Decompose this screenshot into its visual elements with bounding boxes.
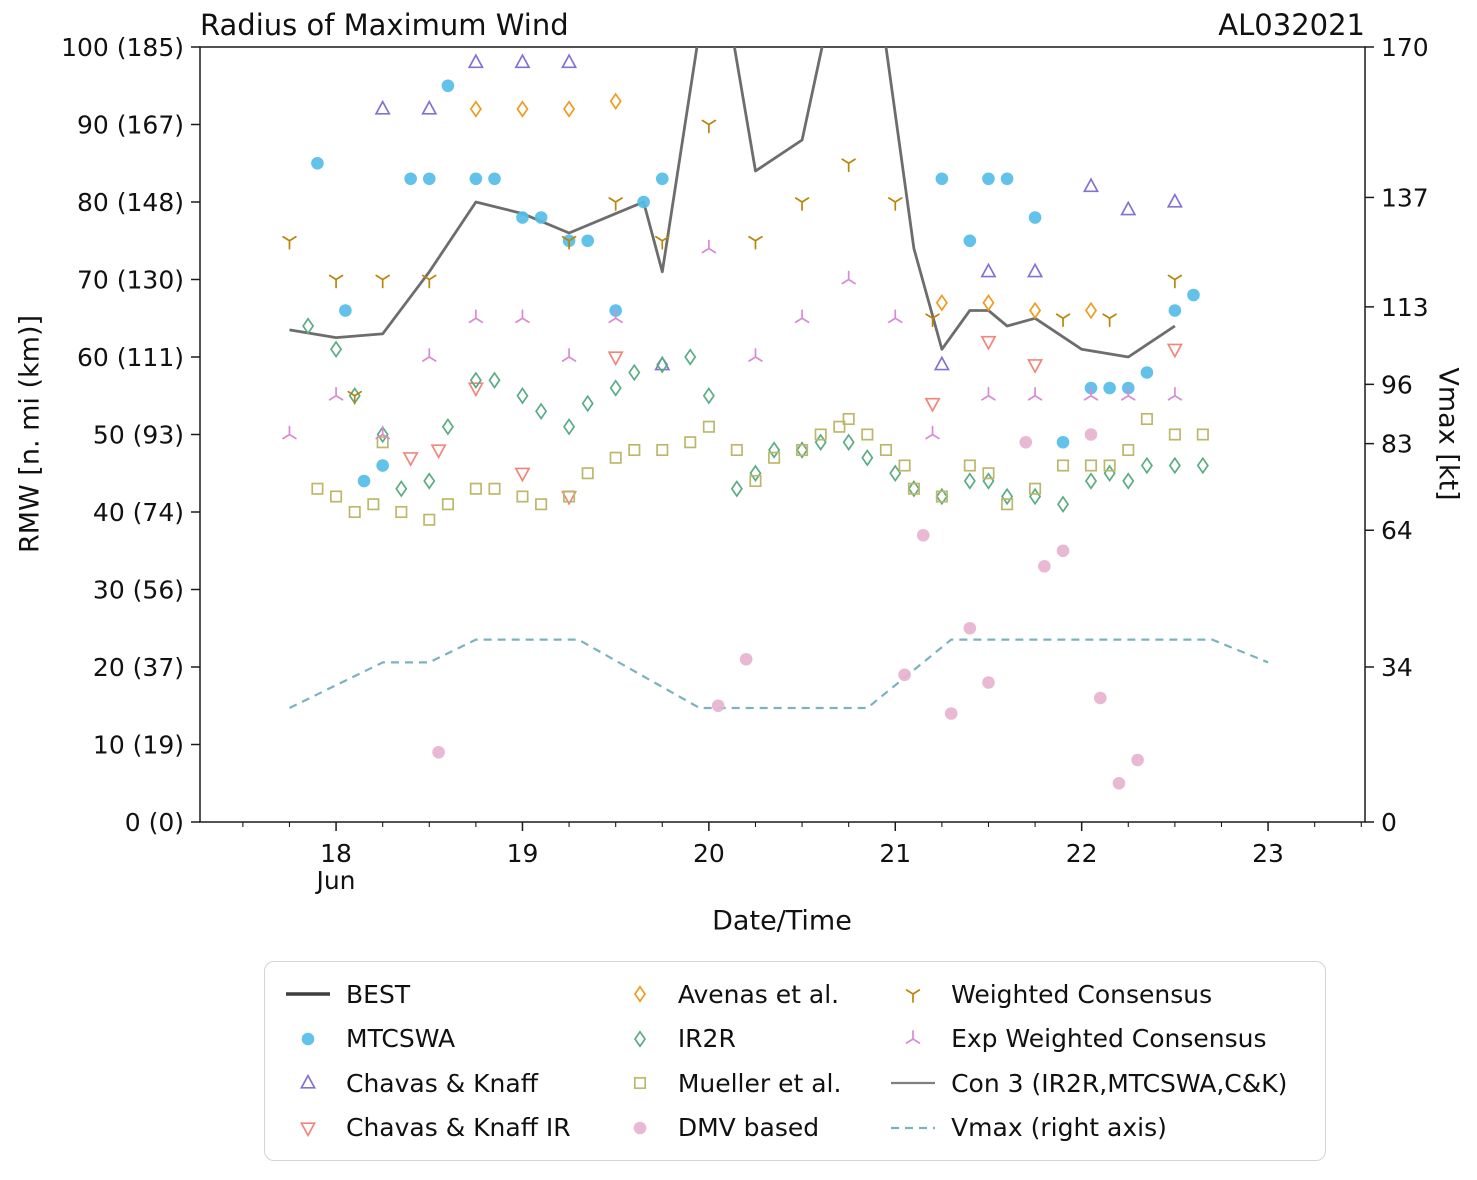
legend-item-exp-weighted-consensus: Exp Weighted Consensus xyxy=(888,1024,1311,1053)
legend: BEST MTCSWA Chavas & Knaff Chavas & Knaff I… xyxy=(264,961,1326,1161)
x-tick-label: 23 xyxy=(1252,839,1284,868)
x-tick-label: 21 xyxy=(879,839,911,868)
y-right-tick-label: 170 xyxy=(1381,33,1429,62)
series-vmax-right-axis xyxy=(289,638,1269,710)
mtcswa-marker-icon xyxy=(301,1032,315,1046)
ir2r-marker-icon xyxy=(633,1030,646,1048)
y-right-tick-label: 83 xyxy=(1381,430,1413,459)
legend-item-avenas-et-al: Avenas et al. xyxy=(615,980,888,1009)
mueller-et-al-marker-icon xyxy=(633,1077,646,1090)
chavas-knaff-marker-icon xyxy=(299,1074,317,1089)
vmax-right-axis-line-sample xyxy=(891,1126,936,1129)
legend-label: Chavas & Knaff IR xyxy=(346,1113,571,1143)
y-left-tick-label: 60 (111) xyxy=(77,343,184,372)
legend-item-best: BEST xyxy=(283,980,615,1009)
legend-item-dmv-based: DMV based xyxy=(615,1113,888,1142)
plot-frame xyxy=(199,46,1366,823)
legend-label: Weighted Consensus xyxy=(951,979,1213,1009)
x-axis-month-label: Jun xyxy=(316,866,356,895)
y-right-tick-label: 137 xyxy=(1381,183,1429,212)
series-exp-weighted-consensus xyxy=(282,239,1183,440)
series-con-3-ir2r-mtcswa-c-k xyxy=(289,47,1176,359)
legend-item-weighted-consensus: Weighted Consensus xyxy=(888,980,1311,1009)
legend-label: MTCSWA xyxy=(346,1024,456,1054)
legend-label: BEST xyxy=(346,979,411,1009)
y-right-tick-label: 34 xyxy=(1381,653,1413,682)
best-line-sample xyxy=(286,992,330,996)
legend-label: DMV based xyxy=(677,1113,820,1143)
legend-item-mueller-et-al: Mueller et al. xyxy=(615,1069,888,1098)
y-left-tick-label: 20 (37) xyxy=(93,653,184,682)
series-layer xyxy=(282,47,1269,790)
legend-item-chavas-knaff: Chavas & Knaff xyxy=(283,1069,615,1098)
legend-label: Avenas et al. xyxy=(677,979,840,1009)
legend-label: Exp Weighted Consensus xyxy=(951,1024,1267,1054)
series-chavas-knaff xyxy=(374,53,1183,371)
x-tick-label: 18 xyxy=(320,839,352,868)
y-left-tick-label: 90 (167) xyxy=(77,111,184,140)
y-left-tick-label: 10 (19) xyxy=(93,731,184,760)
x-tick-label: 22 xyxy=(1066,839,1098,868)
con-3-ir2r-mtcswa-c-k-line-sample xyxy=(891,1082,936,1085)
y-left-tick-label: 50 (93) xyxy=(93,421,184,450)
x-axis-label: Date/Time xyxy=(712,905,852,937)
series-mueller-et-al xyxy=(311,412,1209,526)
y-right-tick-label: 113 xyxy=(1381,293,1429,322)
series-dmv-based xyxy=(432,428,1144,790)
y-left-tick-label: 0 (0) xyxy=(125,808,184,837)
exp-weighted-consensus-marker-icon xyxy=(905,1029,921,1044)
weighted-consensus-marker-icon xyxy=(905,989,921,1004)
series-chavas-knaff-ir xyxy=(402,335,1183,506)
x-tick-label: 19 xyxy=(507,839,539,868)
dmv-based-marker-icon xyxy=(633,1121,647,1135)
chart-title: Radius of Maximum Wind xyxy=(200,8,569,42)
x-tick-label: 20 xyxy=(693,839,725,868)
y-left-tick-label: 70 (130) xyxy=(77,266,184,295)
legend-item-ir2r: IR2R xyxy=(615,1024,888,1053)
legend-label: Mueller et al. xyxy=(677,1068,842,1098)
legend-item-mtcswa: MTCSWA xyxy=(283,1024,615,1053)
storm-id: AL032021 xyxy=(1218,8,1365,42)
series-weighted-consensus xyxy=(282,119,1183,405)
legend-label: Chavas & Knaff xyxy=(346,1068,538,1098)
y-axis-label-left: RMW [n. mi (km)] xyxy=(14,314,46,554)
legend-item-con-3-ir2r-mtcswa-c-k: Con 3 (IR2R,MTCSWA,C&K) xyxy=(888,1069,1311,1098)
y-left-tick-label: 100 (185) xyxy=(61,33,184,62)
axis-ticks: 18 19 20 21 22 23 0 (0) 10 (19) 20 (37) 30 (56) 40… xyxy=(61,33,1429,868)
y-right-tick-label: 96 xyxy=(1381,370,1413,399)
legend-item-vmax-right-axis: Vmax (right axis) xyxy=(888,1113,1311,1142)
chavas-knaff-ir-marker-icon xyxy=(299,1122,317,1137)
series-ir2r xyxy=(302,317,1209,513)
y-left-tick-label: 80 (148) xyxy=(77,188,184,217)
plot-area: 18 19 20 21 22 23 0 (0) 10 (19) 20 (37) 30 (56) 40… xyxy=(61,33,1429,868)
legend-item-chavas-knaff-ir: Chavas & Knaff IR xyxy=(283,1113,615,1142)
y-left-tick-label: 40 (74) xyxy=(93,498,184,527)
y-left-tick-label: 30 (56) xyxy=(93,576,184,605)
series-mtcswa xyxy=(311,79,1200,488)
y-right-tick-label: 64 xyxy=(1381,516,1413,545)
avenas-et-al-marker-icon xyxy=(633,985,646,1003)
y-right-tick-label: 0 xyxy=(1381,808,1397,837)
y-axis-label-right: Vmax [kt] xyxy=(1432,367,1464,501)
series-avenas-et-al xyxy=(469,92,1098,320)
legend-label: Vmax (right axis) xyxy=(951,1113,1167,1143)
legend-label: IR2R xyxy=(677,1024,736,1054)
legend-label: Con 3 (IR2R,MTCSWA,C&K) xyxy=(951,1068,1288,1098)
